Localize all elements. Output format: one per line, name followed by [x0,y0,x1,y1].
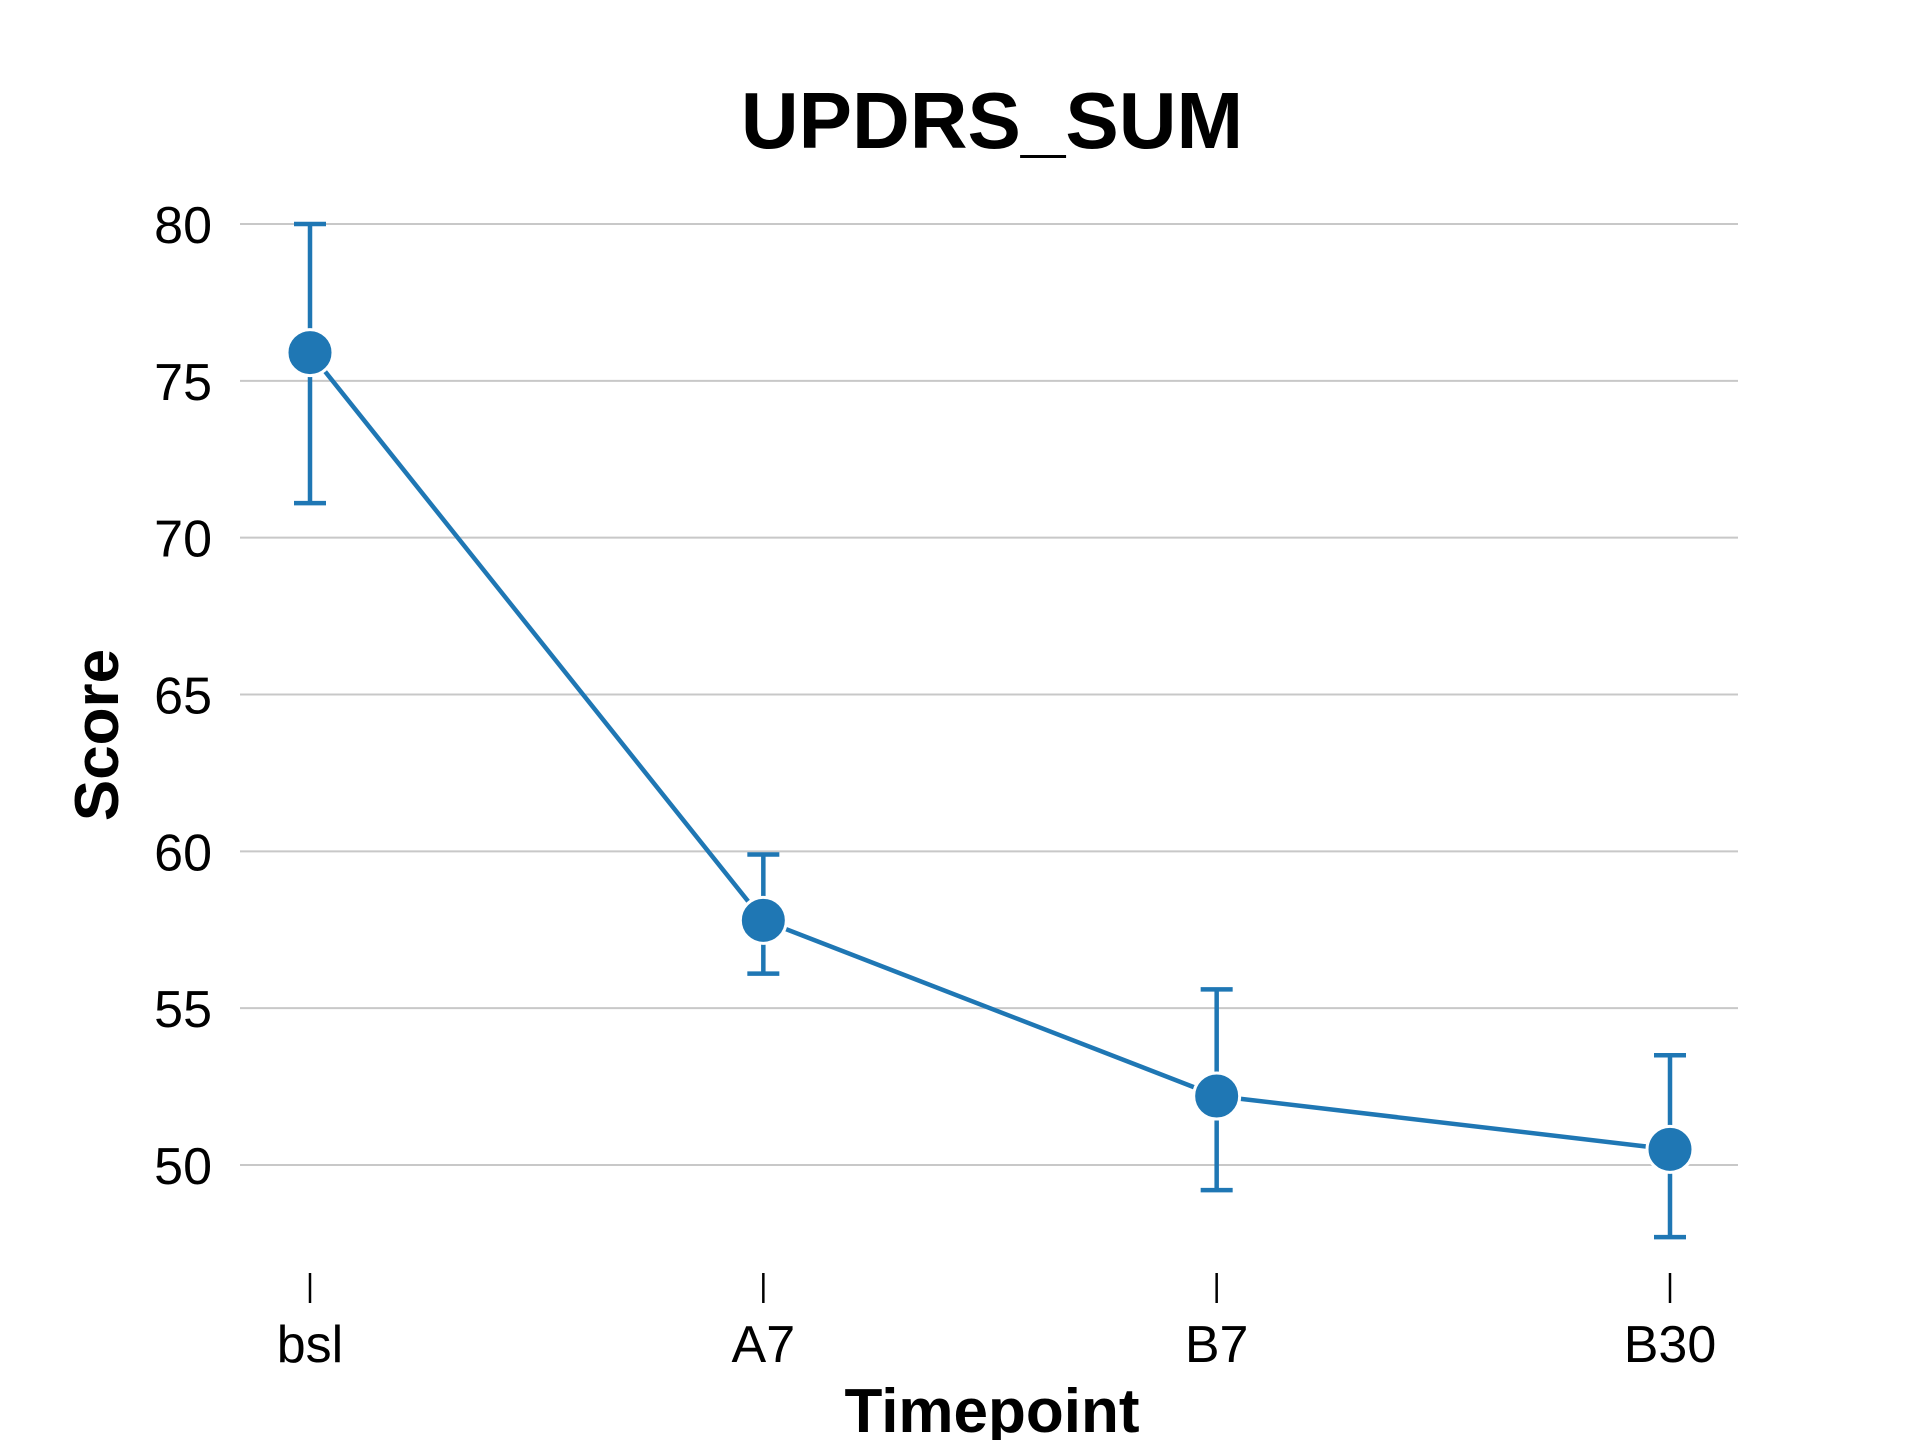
y-tick-label-55: 55 [154,981,212,1039]
error-bars [294,221,1686,1240]
x-axis-label: Timepoint [844,1377,1139,1440]
y-axis-label: Score [63,649,132,821]
y-tick-label-60: 60 [154,824,212,882]
x-tick-label-B30: B30 [1624,1316,1717,1374]
series-lines [308,351,1671,1152]
chart-title: UPDRS_SUM [741,76,1243,165]
data-points [285,328,1695,1174]
x-tick-label-A7: A7 [732,1316,796,1374]
data-point-B30 [1645,1124,1695,1174]
x-tick-label-B7: B7 [1185,1316,1249,1374]
series-line [308,351,1671,1152]
y-tick-label-80: 80 [154,197,212,255]
y-tick-label-70: 70 [154,511,212,569]
y-tick-label-50: 50 [154,1138,212,1196]
y-tick-labels: 50 55 60 65 70 75 80 [154,197,212,1196]
y-tick-label-75: 75 [154,354,212,412]
x-ticks: bsl A7 B7 B30 [277,1273,1717,1374]
x-tick-label-bsl: bsl [277,1316,343,1374]
data-point-bsl [285,328,335,378]
y-tick-label-65: 65 [154,668,212,726]
data-point-A7 [738,895,788,945]
data-point-B7 [1192,1071,1242,1121]
gridlines [240,223,1738,1166]
